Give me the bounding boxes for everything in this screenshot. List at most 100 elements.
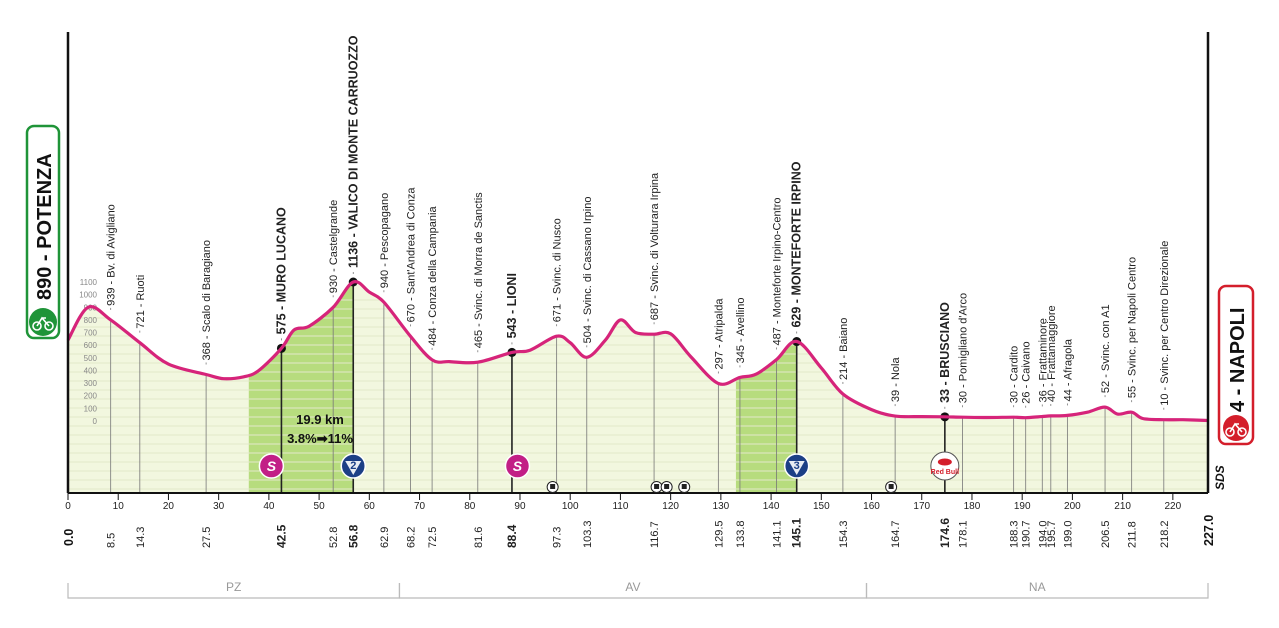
altitude-tick-label: 0 <box>93 417 98 426</box>
distance-tick-label: 70 <box>414 501 426 512</box>
location-label-4: 930 - Castelgrande <box>328 200 340 294</box>
distance-tick-label: 30 <box>213 501 225 512</box>
location-label-22: 30 - Cardito <box>1009 346 1021 403</box>
altitude-tick-label: 800 <box>84 316 98 325</box>
location-label-24: 36 - Frattaminore <box>1037 318 1049 402</box>
altitude-tick-label: 1100 <box>80 278 98 287</box>
distance-tick-label: 0 <box>65 501 71 512</box>
km-label-26: 199.0 <box>1062 520 1074 548</box>
province-label-0: PZ <box>226 580 241 594</box>
location-label-3: 575 - MURO LUCANO <box>274 207 288 334</box>
distance-tick-label: 130 <box>713 501 730 512</box>
start-badge: 890 - POTENZA <box>25 124 61 340</box>
distance-tick-label: 160 <box>863 501 880 512</box>
distance-tick-label: 10 <box>113 501 125 512</box>
finish-bike-icon <box>1223 415 1249 441</box>
distance-tick-label: 50 <box>314 501 326 512</box>
tunnel-icon-inner-1 <box>654 484 660 489</box>
sprint-marker-symbol-2: S <box>513 458 523 474</box>
tunnel-icon-inner-0 <box>550 484 556 489</box>
altitude-tick-label: 600 <box>84 341 98 350</box>
start-bike-frame <box>36 316 50 327</box>
distance-tick-label: 140 <box>763 501 780 512</box>
location-label-27: 52 - Svinc. con A1 <box>1100 304 1112 393</box>
location-label-13: 687 - Svinc. di Volturara Irpina <box>649 172 661 320</box>
location-label-21: 30 - Pomigliano d'Arco <box>957 293 969 403</box>
km-label-2: 27.5 <box>201 527 213 548</box>
location-label-15: 345 - Avellino <box>735 298 747 364</box>
km-label-21: 178.1 <box>957 520 969 548</box>
sprint-marker-symbol-0: S <box>267 458 277 474</box>
start-bike-icon <box>29 308 57 336</box>
location-label-5: 1136 - VALICO DI MONTE CARRUOZZO <box>346 35 360 268</box>
climb-note-distance: 19.9 km <box>296 412 344 427</box>
distance-tick-label: 200 <box>1064 501 1081 512</box>
km-label-12: 103.3 <box>582 520 594 548</box>
km-label-23: 190.7 <box>1021 520 1033 548</box>
km-label-20: 174.6 <box>938 518 952 548</box>
distance-tick-label: 80 <box>464 501 476 512</box>
finish-badge: 4 - NAPOLI <box>1217 284 1255 446</box>
gpm-triangle-icon-3 <box>788 461 805 475</box>
gpm-triangle-icon-1 <box>345 461 362 475</box>
altitude-tick-label: 1000 <box>79 291 97 300</box>
km-label-9: 81.6 <box>473 527 485 548</box>
location-label-20: 33 - BRUSCIANO <box>938 302 952 403</box>
tunnel-icon-inner-4 <box>888 484 894 489</box>
sprint-marker-2 <box>504 453 531 479</box>
finish-bike-frame <box>1229 422 1243 433</box>
km-label-19: 164.7 <box>890 520 902 548</box>
start-badge-box <box>25 124 61 340</box>
altitude-tick-label: 400 <box>84 366 98 375</box>
finish-label: 4 - NAPOLI <box>1227 308 1249 412</box>
location-label-11: 671 - Svinc. di Nusco <box>552 218 564 322</box>
altitude-tick-label: 200 <box>84 392 98 401</box>
finish-badge-box <box>1217 284 1255 446</box>
finish-bike-wheel <box>1225 427 1235 437</box>
km-label-27: 206.5 <box>1100 520 1112 548</box>
distance-tick-label: 40 <box>263 501 275 512</box>
location-label-23: 26 - Caivano <box>1021 341 1033 403</box>
altitude-tick-label: 100 <box>84 404 98 413</box>
location-label-26: 44 - Afragola <box>1062 338 1074 401</box>
km-label-29: 218.2 <box>1159 520 1171 548</box>
km-label-14: 129.5 <box>713 520 725 548</box>
distance-tick-label: 190 <box>1014 501 1031 512</box>
km-label-8: 72.5 <box>427 527 439 548</box>
start-label: 890 - POTENZA <box>34 153 56 300</box>
location-label-9: 465 - Svinc. di Morra de Sanctis <box>473 192 485 348</box>
tunnel-icon-inner-2 <box>664 484 670 489</box>
km-label-3: 42.5 <box>274 524 288 548</box>
km-label-16: 141.1 <box>772 520 784 548</box>
location-label-14: 297 - Atripalda <box>713 298 725 370</box>
location-label-19: 39 - Nola <box>890 357 902 403</box>
finish-bike-wheel <box>1237 427 1247 437</box>
profile-line <box>66 280 1209 423</box>
province-label-1: AV <box>625 580 640 594</box>
km-label-22: 188.3 <box>1009 520 1021 548</box>
location-label-7: 670 - Sant'Andrea di Conza <box>406 187 418 323</box>
location-label-16: 487 - Monteforte Irpino-Centro <box>772 197 784 345</box>
km-label-11: 97.3 <box>552 527 564 548</box>
km-label-25: 195.7 <box>1046 520 1058 548</box>
location-label-25: 40 - Frattamaggiore <box>1046 305 1058 402</box>
distance-tick-label: 150 <box>813 501 830 512</box>
gpm-marker-symbol-1: 2 <box>350 460 356 472</box>
gpm-marker-symbol-3: 3 <box>794 460 800 472</box>
tunnel-icon-inner-3 <box>681 484 687 489</box>
distance-tick-label: 120 <box>662 501 679 512</box>
bull-logo-icon-4 <box>937 458 952 466</box>
start-km-label: 0.0 <box>62 529 76 546</box>
km-label-13: 116.7 <box>649 521 661 548</box>
km-label-10: 88.4 <box>505 524 519 548</box>
altitude-tick-label: 300 <box>84 379 98 388</box>
location-label-29: 10 - Svinc. per Centro Direzionale <box>1159 241 1171 406</box>
finish-km-label: 227.0 <box>1202 515 1216 546</box>
distance-tick-label: 170 <box>913 501 930 512</box>
km-label-18: 154.3 <box>838 520 850 548</box>
location-label-18: 214 - Baiano <box>838 318 850 380</box>
distance-tick-label: 100 <box>562 501 579 512</box>
km-label-1: 14.3 <box>135 527 147 548</box>
